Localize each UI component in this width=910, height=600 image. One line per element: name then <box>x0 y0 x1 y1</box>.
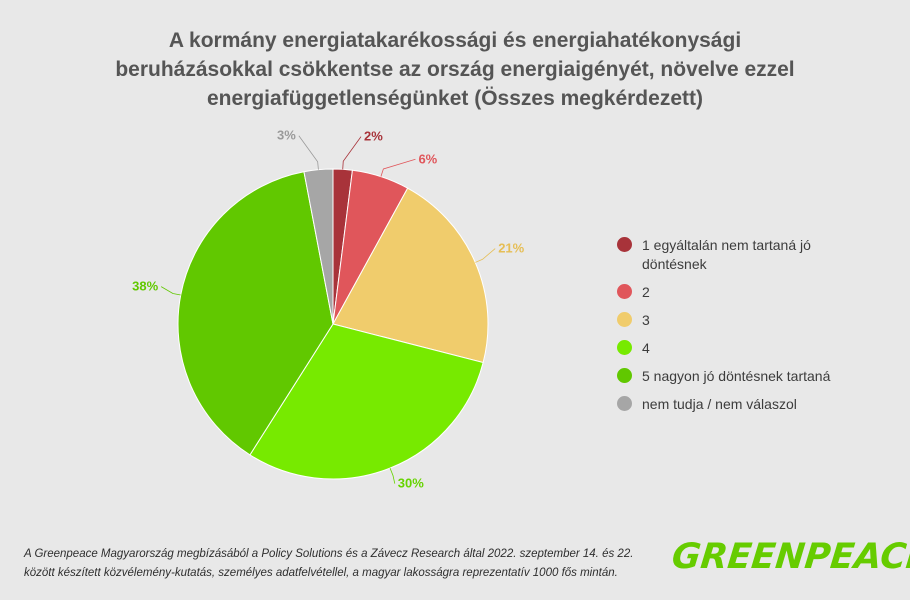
pie-leader-lines <box>160 135 496 484</box>
legend-item: nem tudja / nem válaszol <box>617 395 857 414</box>
pie-slice <box>249 323 484 480</box>
legend-swatch <box>617 284 632 299</box>
legend-item: 1 egyáltalán nem tartaná jó döntésnek <box>617 236 857 274</box>
legend-label: 4 <box>642 340 650 356</box>
pie-slices <box>177 168 489 480</box>
chart-title: A kormány energiatakarékossági és energi… <box>40 26 870 113</box>
data-label: 30% <box>398 476 424 491</box>
legend: 1 egyáltalán nem tartaná jó döntésnek 2 … <box>617 236 857 423</box>
legend-label: 1 egyáltalán nem tartaná jó <box>642 237 811 253</box>
data-label: 3% <box>277 128 296 143</box>
data-label: 21% <box>498 241 524 256</box>
legend-swatch <box>617 396 632 411</box>
legend-swatch <box>617 340 632 355</box>
legend-label: döntésnek <box>642 256 707 272</box>
legend-swatch <box>617 312 632 327</box>
leader-line <box>389 467 396 484</box>
leader-line <box>298 135 319 170</box>
chart-title-line: A kormány energiatakarékossági és energi… <box>168 29 742 52</box>
pie-data-labels: 2% 6% 21% 30% 38% 3% <box>132 128 525 491</box>
footnote: A Greenpeace Magyarország megbízásából a… <box>24 545 664 583</box>
chart-title-line: energiafüggetlenségünket (Összes megkérd… <box>207 87 703 110</box>
legend-item: 2 <box>617 283 857 302</box>
footnote-line: A Greenpeace Magyarország megbízásából a… <box>24 548 634 560</box>
legend-label: 2 <box>642 284 650 300</box>
chart-title-line: beruházásokkal csökkentse az ország ener… <box>115 58 795 81</box>
leader-line <box>342 136 362 170</box>
legend-label: nem tudja / nem válaszol <box>642 396 797 412</box>
footnote-line: között készített közvélemény-kutatás, sz… <box>24 567 618 579</box>
legend-label: 5 nagyon jó döntésnek tartaná <box>642 368 831 384</box>
legend-label: 3 <box>642 312 650 328</box>
leader-line <box>380 158 416 177</box>
legend-item: 3 <box>617 311 857 330</box>
legend-item: 5 nagyon jó döntésnek tartaná <box>617 367 857 386</box>
data-label: 2% <box>364 129 383 144</box>
legend-swatch <box>617 368 632 383</box>
data-label: 6% <box>418 151 437 166</box>
greenpeace-logo: GREENPEACE <box>669 537 910 577</box>
leader-line <box>475 248 496 263</box>
legend-item: 4 <box>617 339 857 358</box>
legend-swatch <box>617 237 632 252</box>
leader-line <box>160 286 181 296</box>
data-label: 38% <box>132 279 158 294</box>
